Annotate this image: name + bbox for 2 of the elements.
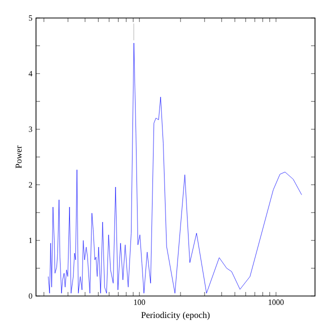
x-axis-title: Periodicity (epoch) <box>141 312 210 320</box>
y-axis-title: Power <box>16 146 22 168</box>
